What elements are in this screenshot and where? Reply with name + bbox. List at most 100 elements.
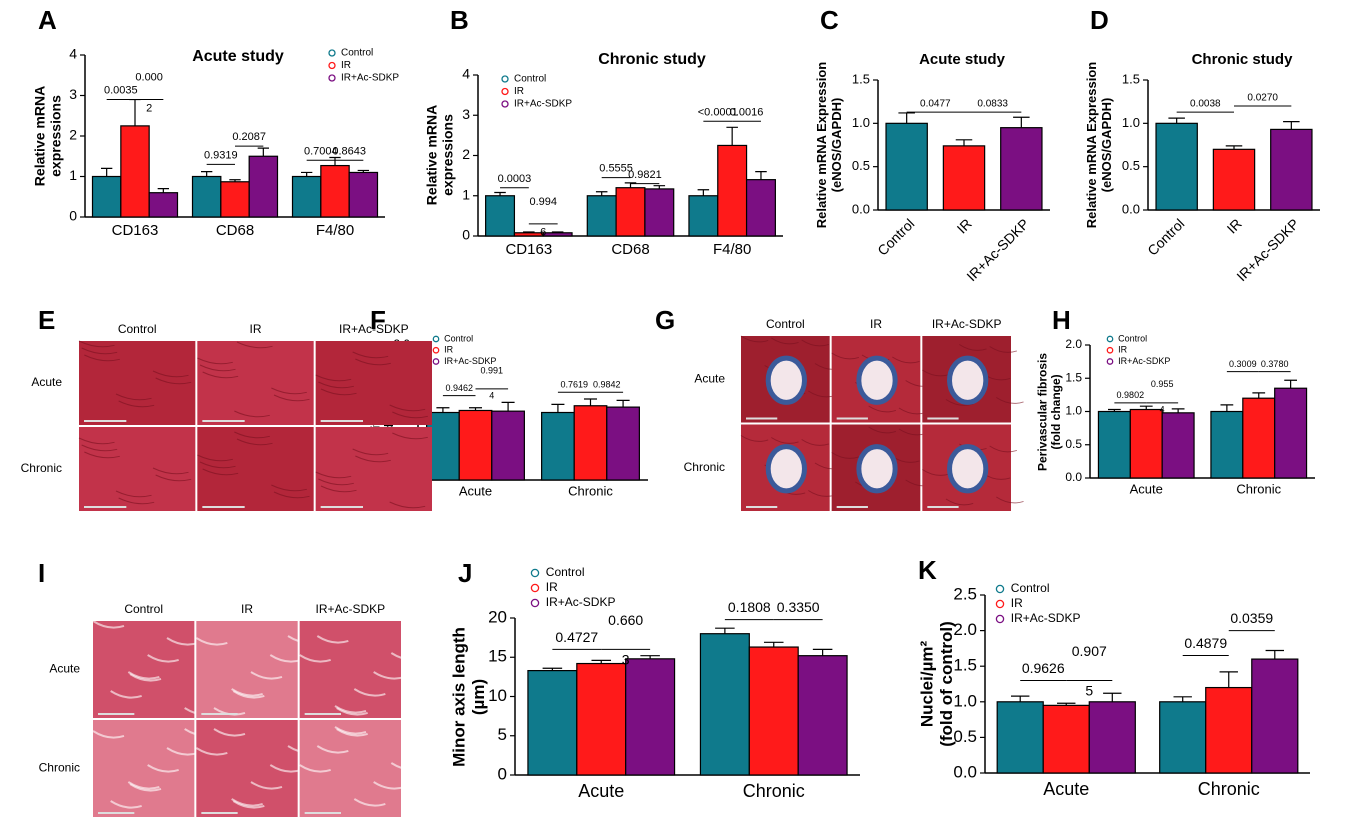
bar [220, 181, 250, 218]
error-bar [1220, 404, 1234, 412]
chart-title: Acute study [192, 48, 284, 65]
vessel [765, 444, 807, 494]
y-tick-label: 1.5 [1122, 71, 1140, 86]
error-bar [523, 231, 535, 233]
legend-marker [530, 598, 540, 608]
vessel [856, 444, 898, 494]
error-bar [595, 191, 608, 196]
y-tick-label: 20 [488, 607, 507, 626]
tissue-texture [92, 730, 125, 739]
p-value: 0.5555 [599, 163, 633, 175]
row-label: Acute [694, 371, 725, 385]
y-tick-label: 10 [488, 686, 507, 705]
legend-marker [501, 75, 509, 83]
legend-label: IR [1118, 345, 1128, 355]
y-axis-label-line: Relative mRNA Expression [814, 62, 829, 228]
y-tick-label: 2 [462, 146, 470, 162]
panel-letter: H [1052, 305, 1071, 335]
error-bar [551, 231, 564, 233]
legend-label: IR+Ac-SDKP [444, 356, 496, 366]
bar [688, 195, 719, 237]
tissue-texture [892, 356, 920, 364]
y-tick-label: 1.5 [953, 656, 977, 675]
column-label: IR [241, 602, 253, 616]
bar [348, 171, 379, 218]
tissue-texture [389, 404, 426, 412]
bar [485, 195, 516, 237]
p-value: 0.3009 [1229, 359, 1257, 369]
p-value: 0.7004 [304, 145, 338, 157]
p-value: 0.4727 [555, 629, 598, 645]
chart: D Chronic study Relative mRNA Expression(e… [1084, 5, 1320, 284]
tissue-texture [740, 335, 769, 343]
bar [291, 175, 322, 218]
p-value: 0.0003 [498, 173, 532, 185]
p-value: 0.9802 [1117, 390, 1145, 400]
row-label: Acute [31, 375, 62, 389]
chart: K Nuclei/µm²(fold of control) 0.0 0.5 1.0 1.5… [918, 555, 1310, 799]
x-tick-label: Acute [1130, 481, 1163, 496]
error-bar [1252, 392, 1266, 399]
error-bar [329, 156, 341, 166]
y-tick-label: 15 [488, 647, 507, 666]
row-label: Chronic [39, 761, 80, 775]
tissue-texture [355, 455, 391, 463]
tissue-texture [195, 637, 228, 646]
y-tick-label: 1.5 [852, 71, 870, 86]
tissue-texture [197, 357, 233, 365]
tissue-texture [197, 454, 233, 462]
error-bar [157, 188, 169, 193]
legend-marker [328, 74, 336, 82]
tissue-texture [831, 352, 860, 360]
p-value: 0.994 [529, 196, 557, 208]
legend-marker [432, 335, 440, 343]
error-bar [257, 147, 269, 157]
legend-marker [995, 599, 1005, 609]
bar [586, 195, 617, 237]
tissue-texture [236, 438, 273, 446]
tissue-texture [334, 705, 367, 714]
tissue-texture [152, 467, 189, 475]
bar [644, 188, 675, 237]
error-bar [357, 169, 369, 173]
tissue-texture [315, 374, 352, 382]
legend-label: Control [514, 74, 546, 85]
bar [491, 410, 525, 481]
column-label: IR+Ac-SDKP [339, 322, 409, 336]
x-tick-label: CD163 [505, 241, 552, 258]
y-tick-label: 0.5 [1065, 437, 1082, 451]
row-label: Chronic [21, 461, 62, 475]
error-bar [1171, 408, 1185, 413]
y-tick-label: 0.5 [852, 158, 870, 173]
bar [541, 411, 575, 481]
p-value: 6 [540, 227, 546, 239]
vessel [947, 355, 989, 405]
panel-letter: A [38, 5, 57, 35]
p-value: 3 [622, 651, 630, 667]
tissue-texture [84, 354, 120, 362]
tissue-texture [801, 339, 830, 347]
bar [942, 145, 986, 211]
y-tick-label: 3 [462, 106, 470, 122]
chart: C Acute study Relative mRNA Expression(eNO… [814, 5, 1050, 284]
tissue-texture [353, 688, 386, 697]
error-bar [763, 641, 784, 648]
tissue-texture [147, 764, 179, 773]
bar [615, 187, 646, 237]
tissue-texture [320, 388, 357, 396]
error-bar [1103, 692, 1122, 702]
tissue-texture [334, 726, 367, 735]
tissue-texture [922, 369, 950, 377]
y-tick-label: 2.0 [1065, 337, 1082, 351]
tissue-texture [868, 426, 897, 434]
tissue-texture [959, 344, 987, 351]
error-bar [542, 667, 563, 671]
error-bar [101, 167, 113, 177]
legend-marker [432, 358, 440, 365]
y-axis-label-line: (eNOS/GAPDH) [1099, 98, 1114, 193]
error-bar [229, 179, 241, 182]
tissue-texture [199, 364, 236, 372]
legend-marker [995, 614, 1005, 624]
y-axis-label: Relative mRNAexpressions [423, 105, 455, 205]
